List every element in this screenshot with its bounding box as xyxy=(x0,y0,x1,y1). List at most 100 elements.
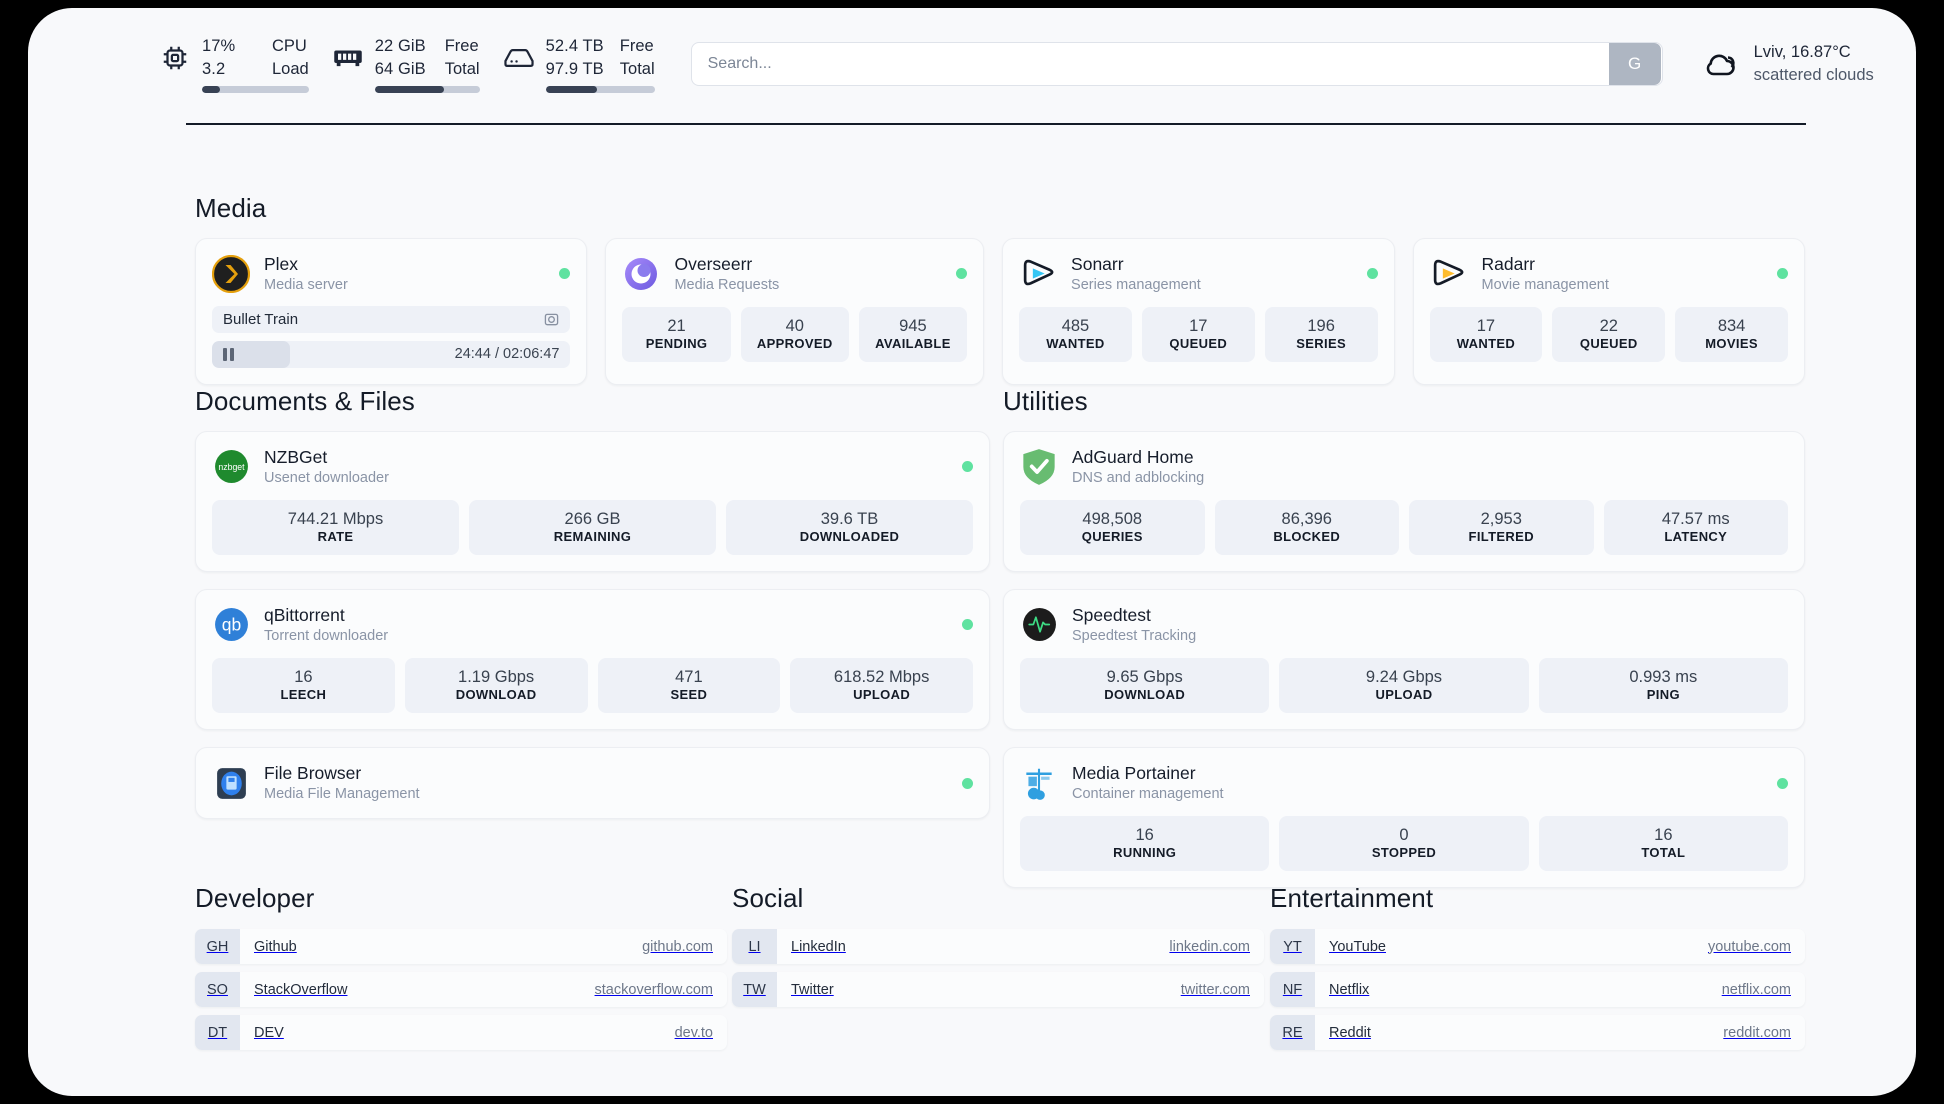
stat-stopped: 0 STOPPED xyxy=(1279,815,1529,872)
bookmark-stackoverflow[interactable]: SO StackOverflow stackoverflow.com xyxy=(195,972,727,1007)
stat-value: 16 xyxy=(1654,825,1673,844)
overseerr-icon xyxy=(622,255,660,293)
bookmark-twitter[interactable]: TW Twitter twitter.com xyxy=(732,972,1264,1007)
bookmark-name: DEV xyxy=(254,1024,284,1041)
bookmark-url: stackoverflow.com xyxy=(594,981,713,998)
stat-value: 471 xyxy=(675,667,703,686)
stat-label: QUEUED xyxy=(1169,336,1228,352)
sonarr-status-dot xyxy=(1366,268,1378,280)
card-overseerr[interactable]: Overseerr Media Requests 21 PENDING 40 A… xyxy=(605,238,985,385)
card-adguard-home[interactable]: AdGuard Home DNS and adblocking 498,508 … xyxy=(1003,431,1805,573)
bookmark-badge: TW xyxy=(732,972,777,1007)
bookmark-dev[interactable]: DT DEV dev.to xyxy=(195,1015,727,1050)
bookmark-badge: NF xyxy=(1270,972,1315,1007)
search-bar[interactable]: G xyxy=(690,42,1663,86)
sonarr-desc: Series management xyxy=(1071,276,1201,293)
disk-widget: 52.4 TB 97.9 TB Free Total xyxy=(502,35,655,93)
bookmark-name: Twitter xyxy=(791,981,834,998)
nzbget-name: NZBGet xyxy=(264,447,328,467)
stat-label: WANTED xyxy=(1456,336,1516,352)
stat-label: UPLOAD xyxy=(853,687,911,703)
overseerr-desc: Media Requests xyxy=(674,276,780,293)
entertainment-title: Entertainment xyxy=(1270,883,1434,913)
stat-pending: 21 PENDING xyxy=(622,306,731,363)
search-input[interactable] xyxy=(691,43,1609,85)
stat-label: RUNNING xyxy=(1113,845,1177,861)
radarr-status-dot xyxy=(1776,268,1788,280)
qbittorrent-stats: 16 LEECH 1.19 Gbps DOWNLOAD 471 SEED 618… xyxy=(212,657,973,714)
bookmark-name: StackOverflow xyxy=(254,981,348,998)
portainer-status-dot xyxy=(1777,777,1788,789)
stat-value: 498,508 xyxy=(1082,509,1143,528)
stat-label: MOVIES xyxy=(1705,336,1758,352)
developer-title: Developer xyxy=(195,883,315,913)
stat-value: 744.21 Mbps xyxy=(287,509,384,528)
card-radarr[interactable]: Radarr Movie management 17 WANTED 22 QUE… xyxy=(1412,238,1805,385)
stat-label: LATENCY xyxy=(1664,529,1728,545)
stat-value: 9.65 Gbps xyxy=(1106,667,1183,686)
memory-progress-fill xyxy=(374,85,444,93)
weather-location-temp: Lviv, 16.87°C xyxy=(1753,42,1851,61)
stat-value: 1.19 Gbps xyxy=(458,667,535,686)
card-speedtest[interactable]: Speedtest Speedtest Tracking 9.65 Gbps D… xyxy=(1003,589,1805,731)
card-qbittorrent[interactable]: qb qBittorrent Torrent downloader 16 LEE… xyxy=(195,589,990,731)
bookmark-url: dev.to xyxy=(674,1024,713,1041)
card-nzbget[interactable]: nzbget NZBGet Usenet downloader 744.21 M… xyxy=(195,431,990,573)
nzbget-stats: 744.21 Mbps RATE 266 GB REMAINING 39.6 T… xyxy=(212,499,973,556)
stat-wanted: 485 WANTED xyxy=(1019,306,1132,363)
portainer-name: Media Portainer xyxy=(1072,763,1196,784)
bookmark-netflix[interactable]: NF Netflix netflix.com xyxy=(1270,972,1805,1007)
stat-value: 945 xyxy=(899,316,927,335)
plex-progress-bar[interactable]: 24:44 / 02:06:47 xyxy=(212,340,571,368)
dashboard-page: 17% 3.2 CPU Load xyxy=(28,8,1916,1096)
cpu-icon xyxy=(158,41,192,75)
memory-widget: 22 GiB 64 GiB Free Total xyxy=(331,35,480,93)
sonarr-icon xyxy=(1019,255,1057,293)
cast-icon[interactable] xyxy=(544,312,559,327)
stat-label: SERIES xyxy=(1296,336,1347,352)
stat-value: 47.57 ms xyxy=(1661,509,1730,528)
stat-label: QUEUED xyxy=(1579,336,1638,352)
bookmark-url: reddit.com xyxy=(1723,1024,1791,1041)
stat-value: 22 xyxy=(1599,316,1618,335)
card-media-portainer[interactable]: Media Portainer Container management 16 … xyxy=(1003,747,1805,889)
bookmark-github[interactable]: GH Github github.com xyxy=(195,929,727,964)
nzbget-desc: Usenet downloader xyxy=(264,469,389,486)
bookmark-youtube[interactable]: YT YouTube youtube.com xyxy=(1270,929,1805,964)
radarr-name: Radarr xyxy=(1481,254,1536,274)
utilities-section-title: Utilities xyxy=(1003,386,1088,416)
stat-label: WANTED xyxy=(1046,336,1105,352)
stat-rate: 744.21 Mbps RATE xyxy=(212,499,459,556)
stat-value: 0.993 ms xyxy=(1629,667,1698,686)
stat-queued: 22 QUEUED xyxy=(1552,306,1666,363)
bookmark-badge: LI xyxy=(732,929,777,964)
adguard-name: AdGuard Home xyxy=(1072,447,1194,467)
qbittorrent-status-dot xyxy=(962,619,973,631)
portainer-stats: 16 RUNNING 0 STOPPED 16 TOTAL xyxy=(1020,815,1788,872)
speedtest-desc: Speedtest Tracking xyxy=(1072,627,1197,644)
portainer-icon xyxy=(1020,764,1058,802)
stat-label: DOWNLOAD xyxy=(1104,687,1186,703)
search-provider-button[interactable]: G xyxy=(1608,43,1661,85)
card-sonarr[interactable]: Sonarr Series management 485 WANTED 17 Q… xyxy=(1002,238,1395,385)
stat-approved: 40 APPROVED xyxy=(740,306,849,363)
card-plex[interactable]: Plex Media server Bullet Train xyxy=(195,238,588,385)
stat-label: DOWNLOADED xyxy=(799,529,900,545)
bookmark-url: twitter.com xyxy=(1180,981,1250,998)
stat-download: 1.19 Gbps DOWNLOAD xyxy=(404,657,588,714)
memory-label-1: Free xyxy=(444,37,479,56)
stat-latency: 47.57 ms LATENCY xyxy=(1603,499,1788,556)
bookmark-reddit[interactable]: RE Reddit reddit.com xyxy=(1270,1015,1805,1050)
speedtest-name: Speedtest xyxy=(1072,605,1151,626)
overseerr-name: Overseerr xyxy=(674,254,753,274)
adguard-stats: 498,508 QUERIES 86,396 BLOCKED 2,953 FIL… xyxy=(1020,499,1788,556)
stat-label: LEECH xyxy=(280,687,327,703)
documents-section: Documents & Files nzbget NZBGet Usenet d… xyxy=(195,386,990,819)
cpu-label-1: CPU xyxy=(272,37,307,56)
card-file-browser[interactable]: File Browser Media File Management xyxy=(195,747,990,819)
media-section: Media Plex Media server xyxy=(195,193,1805,385)
stat-value: 21 xyxy=(667,316,686,335)
pause-icon[interactable] xyxy=(223,347,234,361)
bookmark-linkedin[interactable]: LI LinkedIn linkedin.com xyxy=(732,929,1264,964)
cpu-widget: 17% 3.2 CPU Load xyxy=(158,35,309,93)
